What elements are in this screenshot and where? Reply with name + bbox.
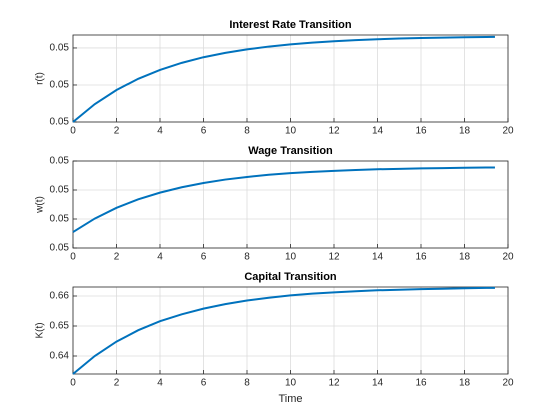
x-tick-label: 6: [201, 252, 207, 263]
axes-box: [72, 160, 509, 249]
x-tick-label: 0: [70, 126, 76, 137]
data-line: [72, 166, 495, 233]
x-tick-label: 12: [328, 252, 340, 263]
x-tick-label: 16: [415, 378, 427, 389]
x-tick-label: 20: [502, 252, 514, 263]
x-axis-label: Time: [278, 393, 302, 405]
x-tick-label: 20: [502, 126, 514, 137]
x-tick-label: 2: [114, 378, 120, 389]
x-tick-label: 14: [372, 126, 384, 137]
x-tick-label: 20: [502, 378, 514, 389]
x-tick-label: 8: [244, 378, 250, 389]
y-axis-label: w(t): [35, 196, 46, 214]
data-line: [72, 35, 495, 123]
y-tick-label: 0.66: [50, 291, 70, 302]
y-tick-label: 0.05: [50, 156, 70, 167]
axes-box: [72, 286, 509, 375]
x-tick-label: 14: [372, 252, 384, 263]
subplot-title: Capital Transition: [244, 271, 337, 283]
subplot-title: Wage Transition: [248, 145, 333, 157]
x-tick-label: 10: [285, 126, 297, 137]
x-tick-label: 10: [285, 378, 297, 389]
y-tick-label: 0.05: [50, 80, 70, 91]
y-tick-label: 0.65: [50, 321, 70, 332]
x-tick-label: 18: [459, 252, 471, 263]
x-tick-label: 2: [114, 252, 120, 263]
y-tick-label: 0.64: [50, 351, 70, 362]
x-tick-label: 18: [459, 126, 471, 137]
x-tick-label: 12: [328, 126, 340, 137]
x-tick-label: 10: [285, 252, 297, 263]
subplot-title: Interest Rate Transition: [229, 19, 352, 31]
x-tick-label: 16: [415, 126, 427, 137]
x-tick-label: 8: [244, 126, 250, 137]
y-tick-label: 0.05: [50, 185, 70, 196]
data-line: [72, 286, 495, 375]
x-tick-label: 4: [157, 252, 163, 263]
axes-box: [72, 34, 509, 123]
x-tick-label: 16: [415, 252, 427, 263]
y-tick-label: 0.05: [50, 214, 70, 225]
x-tick-label: 18: [459, 378, 471, 389]
x-tick-label: 6: [201, 378, 207, 389]
x-tick-label: 2: [114, 126, 120, 137]
x-tick-label: 0: [70, 252, 76, 263]
y-tick-label: 0.05: [50, 243, 70, 254]
x-tick-label: 4: [157, 378, 163, 389]
y-axis-label: r(t): [35, 72, 46, 85]
y-tick-label: 0.05: [50, 43, 70, 54]
y-tick-label: 0.05: [50, 117, 70, 128]
y-axis-label: K(t): [35, 322, 46, 338]
x-tick-label: 6: [201, 126, 207, 137]
x-tick-label: 12: [328, 378, 340, 389]
x-tick-label: 8: [244, 252, 250, 263]
x-tick-label: 4: [157, 126, 163, 137]
x-tick-label: 0: [70, 378, 76, 389]
x-tick-label: 14: [372, 378, 384, 389]
